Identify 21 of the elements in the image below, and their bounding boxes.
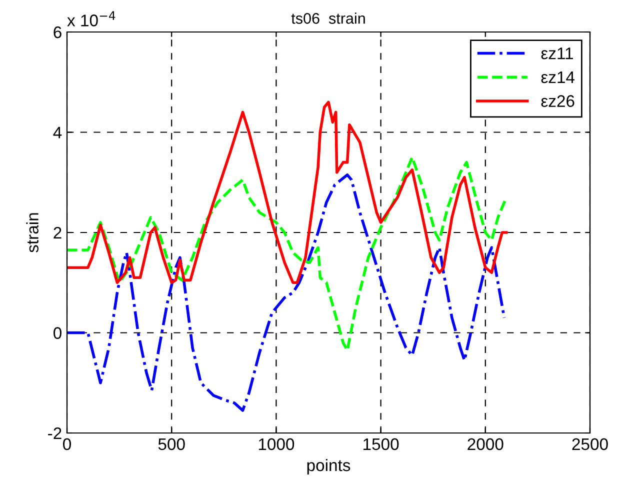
line-series: [67, 156, 508, 352]
y-tick-label: -2: [48, 427, 62, 440]
x-tick-label: 1000: [258, 438, 294, 450]
x-tick-label: 2500: [572, 438, 608, 450]
x-tick-label: 0: [63, 438, 71, 450]
y-tick-label: 4: [53, 126, 62, 138]
y-tick-label: 6: [54, 26, 62, 38]
line-series: [67, 100, 508, 284]
x-tick-label: 500: [158, 438, 185, 450]
y-axis-title: strain: [26, 213, 38, 252]
x-tick-label: 1500: [364, 438, 399, 450]
line-series: [67, 173, 506, 412]
x-tick-label: 2000: [468, 438, 504, 450]
legend-label: εz14: [541, 71, 575, 84]
y-tick-label: 2: [54, 226, 62, 239]
chart-title: ts06 strain: [291, 12, 365, 24]
legend-label: εz11: [541, 48, 573, 60]
legend-label: εz26: [541, 95, 574, 107]
x-axis-title: points: [307, 458, 350, 474]
y-tick-label: 0: [54, 327, 62, 339]
text: x 10$^{−4}$: [67, 11, 116, 26]
